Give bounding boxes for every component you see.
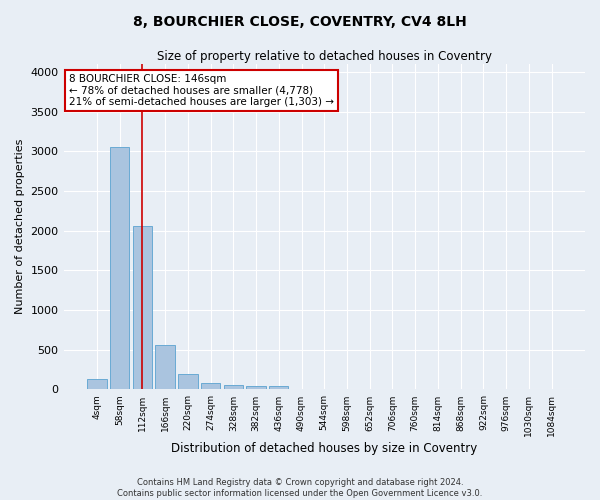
Bar: [247, 386, 266, 390]
Y-axis label: Number of detached properties: Number of detached properties: [15, 139, 25, 314]
Bar: [133, 226, 152, 390]
Title: Size of property relative to detached houses in Coventry: Size of property relative to detached ho…: [157, 50, 492, 63]
Bar: [224, 385, 243, 390]
Text: 8 BOURCHIER CLOSE: 146sqm
← 78% of detached houses are smaller (4,778)
21% of se: 8 BOURCHIER CLOSE: 146sqm ← 78% of detac…: [69, 74, 334, 107]
Bar: [155, 345, 175, 390]
Bar: [269, 386, 289, 390]
Bar: [87, 379, 107, 390]
Bar: [110, 146, 130, 390]
Text: Contains HM Land Registry data © Crown copyright and database right 2024.
Contai: Contains HM Land Registry data © Crown c…: [118, 478, 482, 498]
Bar: [178, 374, 197, 390]
Bar: [201, 383, 220, 390]
Text: 8, BOURCHIER CLOSE, COVENTRY, CV4 8LH: 8, BOURCHIER CLOSE, COVENTRY, CV4 8LH: [133, 15, 467, 29]
X-axis label: Distribution of detached houses by size in Coventry: Distribution of detached houses by size …: [171, 442, 478, 455]
